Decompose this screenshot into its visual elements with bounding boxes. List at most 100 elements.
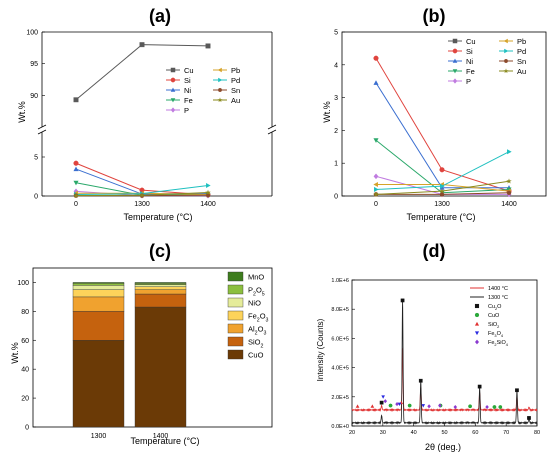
ytick-label-b: 3	[334, 95, 338, 102]
point-a-cu	[74, 98, 78, 102]
legend-swatch-c-nio	[228, 298, 243, 307]
ytick-label-d: 8.0E+5	[331, 307, 349, 313]
legend-marker-d-cuo	[475, 313, 479, 317]
phase-marker-fe2sio4	[427, 404, 431, 408]
legend-marker-b-pd	[504, 49, 508, 54]
phase-marker-cu2o	[515, 389, 518, 392]
ytick-label-c: 80	[21, 309, 29, 316]
xlabel-a: Temperature (°C)	[123, 212, 192, 222]
phase-marker-fe3o4	[381, 395, 385, 398]
legend-swatch-c-sio2	[228, 337, 243, 346]
legend-label-a-cu: Cu	[184, 66, 194, 75]
ytick-label-a: 90	[30, 93, 38, 100]
legend-label-d-sio2: SiO2	[488, 322, 499, 329]
bar-segment-cuo-1300	[73, 340, 124, 427]
bar-segment-cuo-1400	[135, 307, 186, 427]
xlabel-b: Temperature (°C)	[406, 212, 475, 222]
legend-label-b-pb: Pb	[517, 37, 526, 46]
phase-marker-cu2o	[419, 379, 422, 382]
legend-label-b-pd: Pd	[517, 47, 526, 56]
legend-label-d-1400-c: 1400 °C	[488, 286, 508, 292]
legend-marker-b-p	[453, 78, 457, 83]
phase-marker-cu2o	[478, 385, 481, 388]
ytick-label-c: 40	[21, 367, 29, 374]
legend-label-d-1300-c: 1300 °C	[488, 295, 508, 301]
legend-marker-d-fe3o4	[475, 331, 479, 335]
xtick-label-d: 30	[380, 430, 386, 436]
ytick-label-b: 2	[334, 128, 338, 135]
xtick-label-d: 60	[472, 430, 478, 436]
ytick-label-d: 1.0E+6	[331, 278, 349, 284]
plot-frame-d	[352, 280, 537, 426]
ylabel-b: Wt.%	[322, 101, 332, 123]
phase-marker-cuo	[408, 404, 411, 407]
ytick-label-d: 2.0E+5	[331, 395, 349, 401]
ytick-label-b: 5	[334, 30, 338, 37]
ylabel-a: Wt.%	[17, 101, 27, 123]
xtick-label-c: 1300	[91, 433, 107, 440]
point-a-si	[74, 161, 79, 166]
xrd-pattern-1400-c	[352, 348, 537, 410]
legend-marker-a-pb	[218, 68, 222, 73]
legend-label-b-sn: Sn	[517, 57, 526, 66]
xlabel-c: Temperature (°C)	[130, 436, 199, 446]
legend-marker-a-p	[171, 107, 175, 112]
bar-segment-al2o3-1300	[73, 297, 124, 311]
point-b-pb	[373, 182, 378, 187]
bar-segment-p2o5-1300	[73, 283, 124, 285]
legend-marker-a-pd	[218, 78, 222, 83]
ytick-label-d: 4.0E+5	[331, 366, 349, 372]
phase-marker-cuo	[389, 404, 392, 407]
phase-marker-cu2o	[527, 416, 530, 419]
legend-label-a-pb: Pb	[231, 66, 240, 75]
phase-marker-cuo	[499, 405, 502, 408]
bar-segment-nio-1400	[135, 285, 186, 287]
point-a-ni	[73, 166, 78, 171]
ytick-label-d: 0.0E+0	[331, 424, 349, 430]
legend-marker-a-cu	[171, 68, 175, 72]
bar-segment-sio2-1300	[73, 311, 124, 340]
legend-label-c-fe2o3: Fe2O3	[248, 312, 269, 324]
phase-marker-sio2	[356, 404, 360, 407]
xtick-label-d: 50	[441, 430, 447, 436]
xtick-label-d: 80	[534, 430, 540, 436]
phase-marker-cu2o	[380, 401, 383, 404]
ytick-label-c: 0	[25, 425, 29, 432]
xtick-label-a: 1400	[200, 201, 216, 208]
point-b-si	[440, 167, 445, 172]
bar-segment-fe2o3-1400	[135, 287, 186, 290]
legend-label-c-al2o3: Al2O3	[248, 325, 266, 337]
legend-label-a-si: Si	[184, 76, 191, 85]
legend-swatch-c-fe2o3	[228, 311, 243, 320]
point-b-si	[374, 56, 379, 61]
legend-label-c-cuo: CuO	[248, 351, 264, 360]
ytick-label-b: 0	[334, 194, 338, 201]
legend-marker-a-sn	[218, 88, 222, 92]
legend-label-a-au: Au	[231, 96, 240, 105]
legend-label-a-fe: Fe	[184, 96, 193, 105]
ytick-label-c: 60	[21, 338, 29, 345]
legend-marker-b-cu	[453, 39, 457, 43]
legend-label-a-ni: Ni	[184, 86, 191, 95]
legend-label-b-au: Au	[517, 67, 526, 76]
ytick-label-a: 5	[34, 155, 38, 162]
xtick-label-d: 70	[503, 430, 509, 436]
legend-label-b-si: Si	[466, 47, 473, 56]
phase-marker-cuo	[468, 405, 471, 408]
legend-label-b-p: P	[466, 77, 471, 86]
phase-marker-sio2	[371, 404, 375, 407]
ytick-label-c: 20	[21, 396, 29, 403]
legend-label-d-cuo: CuO	[488, 313, 500, 319]
legend-label-b-ni: Ni	[466, 57, 473, 66]
xtick-label-b: 1400	[501, 201, 517, 208]
xtick-label-a: 1300	[134, 201, 150, 208]
legend-marker-b-si	[453, 49, 457, 53]
point-a-pd	[206, 183, 211, 188]
legend-label-c-p2o5: P2O5	[248, 286, 265, 298]
bar-segment-nio-1300	[73, 285, 124, 289]
bar-segment-al2o3-1400	[135, 290, 186, 294]
legend-swatch-c-p2o5	[228, 285, 243, 294]
